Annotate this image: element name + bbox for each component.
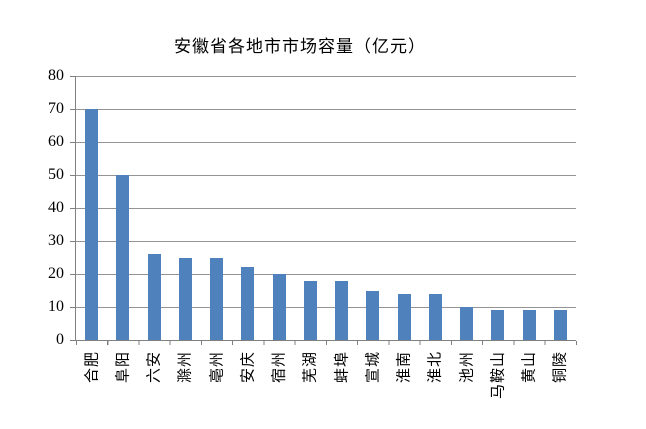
x-tick-label: 安庆: [231, 347, 262, 425]
x-tick-label-text: 芜湖: [302, 351, 319, 384]
bar: [178, 257, 192, 340]
bar-slot: [514, 76, 545, 340]
y-tick-label: 60: [48, 133, 64, 150]
bar: [85, 109, 99, 340]
bar: [241, 267, 255, 340]
bar-slot: [170, 76, 201, 340]
bar-slot: [264, 76, 295, 340]
bar-slot: [420, 76, 451, 340]
x-tick-label: 宣城: [356, 347, 387, 425]
x-tick-label: 黄山: [513, 347, 544, 425]
y-tick-label: 70: [48, 100, 64, 117]
bars: [76, 76, 576, 340]
bar: [428, 293, 442, 340]
bar: [366, 290, 380, 340]
bar: [460, 307, 474, 340]
x-tick-label-text: 阜阳: [115, 351, 132, 384]
bar: [116, 175, 130, 340]
x-tick-label-text: 淮北: [427, 351, 444, 384]
y-tick-label: 10: [48, 298, 64, 315]
bar-slot: [545, 76, 576, 340]
x-tick-label: 芜湖: [294, 347, 325, 425]
x-tick-label: 铜陵: [544, 347, 575, 425]
x-tick-label: 阜阳: [106, 347, 137, 425]
x-tick-label-text: 宿州: [271, 351, 288, 384]
x-tick-label: 亳州: [200, 347, 231, 425]
y-tick-label: 30: [48, 232, 64, 249]
bar-slot: [326, 76, 357, 340]
y-tick-label: 0: [56, 331, 64, 348]
x-tick-label: 合肥: [75, 347, 106, 425]
x-tick-label: 滁州: [169, 347, 200, 425]
x-tick-label: 池州: [450, 347, 481, 425]
x-tick-label-text: 池州: [459, 351, 476, 384]
x-tick-label: 宿州: [263, 347, 294, 425]
x-tick-label-text: 宣城: [365, 351, 382, 384]
bar-slot: [295, 76, 326, 340]
bar-slot: [451, 76, 482, 340]
x-tick-label-text: 安庆: [240, 351, 257, 384]
y-tick-label: 40: [48, 199, 64, 216]
bar: [553, 310, 567, 340]
x-tick-label-text: 滁州: [177, 351, 194, 384]
bar-slot: [482, 76, 513, 340]
bar-slot: [107, 76, 138, 340]
bar-slot: [357, 76, 388, 340]
bar: [335, 280, 349, 340]
x-axis-tick-labels: 合肥 阜阳 六安 滁州 亳州 安庆 宿州 芜湖 蚌埠 宣城 淮南 淮北 池州 马鞍山 黄山 铜陵: [75, 347, 575, 425]
x-tick-label-text: 黄山: [521, 351, 538, 384]
x-tick-label-text: 马鞍山: [490, 351, 507, 400]
x-tick-label-text: 铜陵: [552, 351, 569, 384]
plot-area: [70, 76, 577, 345]
x-tick-label: 淮南: [388, 347, 419, 425]
bar-slot: [201, 76, 232, 340]
bar-slot: [76, 76, 107, 340]
y-tick-label: 20: [48, 265, 64, 282]
bar-slot: [232, 76, 263, 340]
x-tick-label-text: 淮南: [396, 351, 413, 384]
y-tick-label: 80: [48, 67, 64, 84]
chart-title: 安徽省各地市市场容量（亿元）: [174, 37, 426, 56]
x-tick-label: 马鞍山: [481, 347, 512, 425]
bar: [522, 310, 536, 340]
bar: [397, 293, 411, 340]
x-tick-label: 六安: [138, 347, 169, 425]
x-tick-label: 蚌埠: [325, 347, 356, 425]
x-tick-label: 淮北: [419, 347, 450, 425]
x-axis-tick-marks: [76, 341, 577, 345]
bar-slot: [389, 76, 420, 340]
x-tick-label-text: 合肥: [84, 351, 101, 384]
bar: [272, 274, 286, 340]
x-tick-label-text: 蚌埠: [334, 351, 351, 384]
bar: [210, 257, 224, 340]
bar: [303, 280, 317, 340]
bar: [491, 310, 505, 340]
x-tick-label-text: 亳州: [209, 351, 226, 384]
y-axis-tick-marks: [70, 76, 76, 341]
bar: [147, 254, 161, 340]
y-tick-label: 50: [48, 166, 64, 183]
y-axis-tick-labels: 0 10 20 30 40 50 60 70 80: [0, 68, 64, 348]
x-tick-label-text: 六安: [146, 351, 163, 384]
bar-slot: [139, 76, 170, 340]
